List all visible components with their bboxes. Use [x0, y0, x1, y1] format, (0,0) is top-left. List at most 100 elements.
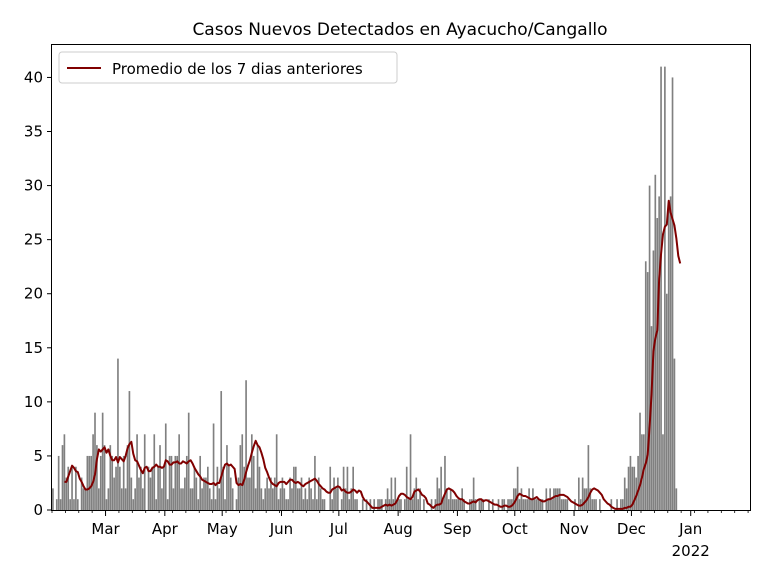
bar	[214, 499, 217, 510]
bar	[222, 466, 224, 510]
bar	[512, 488, 515, 510]
bar	[273, 477, 276, 510]
bar	[147, 466, 150, 510]
bar	[377, 499, 379, 510]
bar	[266, 477, 268, 510]
bar	[212, 423, 215, 510]
bar	[664, 66, 666, 510]
bar	[105, 499, 108, 510]
bar	[249, 477, 251, 510]
bar	[660, 66, 662, 510]
bar	[417, 499, 420, 510]
x-tick-label: Jan	[678, 520, 702, 538]
y-tick-label: 40	[24, 68, 43, 86]
y-tick-label: 30	[24, 177, 43, 195]
bar	[155, 499, 158, 510]
bar	[346, 466, 349, 510]
bar	[403, 499, 406, 510]
bar	[270, 477, 272, 510]
bar	[652, 250, 655, 510]
bar	[539, 499, 542, 510]
bar	[111, 455, 114, 510]
bar	[63, 434, 66, 510]
bar	[419, 488, 421, 510]
bar	[365, 499, 368, 510]
bar	[503, 499, 506, 510]
bar	[176, 455, 179, 510]
bar	[247, 477, 249, 510]
bar	[555, 488, 557, 510]
bar	[665, 293, 668, 510]
bar	[447, 499, 450, 510]
bar	[449, 488, 452, 510]
bar	[237, 477, 240, 510]
bar	[260, 488, 263, 510]
bar	[350, 488, 353, 510]
bar	[151, 466, 154, 510]
bar	[648, 185, 651, 510]
bar	[254, 488, 257, 510]
bar	[310, 488, 312, 510]
bar	[304, 488, 307, 510]
x-tick-label: Oct	[502, 520, 528, 538]
bar	[218, 488, 221, 510]
x-tick-label: Aug	[383, 520, 412, 538]
bar	[599, 499, 601, 510]
bar	[587, 445, 590, 510]
bar	[463, 499, 465, 510]
bar	[340, 499, 343, 510]
bar	[524, 499, 527, 510]
bar	[333, 477, 335, 510]
bar	[637, 455, 639, 510]
bar	[593, 499, 595, 510]
bar	[140, 466, 142, 510]
bar	[616, 499, 618, 510]
bar	[122, 455, 125, 510]
bar	[442, 499, 444, 510]
bar	[480, 499, 483, 510]
bar	[468, 499, 471, 510]
bar	[537, 499, 540, 510]
bar	[436, 477, 439, 510]
bar	[650, 326, 653, 510]
bar	[400, 499, 402, 510]
bar	[275, 434, 278, 510]
bar	[99, 455, 102, 510]
bar	[323, 499, 326, 510]
bar	[197, 499, 200, 510]
bar	[321, 499, 324, 510]
bar	[413, 488, 416, 510]
bar	[159, 445, 161, 510]
bar	[189, 488, 192, 510]
bar	[180, 488, 182, 510]
bar	[272, 488, 274, 510]
bar	[522, 499, 525, 510]
bar	[166, 499, 169, 510]
bar	[69, 499, 71, 510]
bar	[671, 77, 674, 510]
bar	[281, 477, 284, 510]
bar	[516, 466, 519, 510]
bar	[245, 380, 247, 510]
bar	[595, 499, 597, 510]
bar	[581, 477, 584, 510]
bar	[335, 488, 337, 510]
bar	[631, 466, 634, 510]
bar	[76, 499, 79, 510]
bar	[459, 499, 462, 510]
y-tick-label: 15	[24, 339, 43, 357]
bar	[381, 499, 383, 510]
bar	[379, 499, 381, 510]
bar	[149, 477, 152, 510]
bar	[250, 434, 253, 510]
bar	[444, 455, 446, 510]
bar	[252, 455, 255, 510]
bar	[86, 455, 89, 510]
bar	[174, 455, 177, 510]
bar	[319, 488, 322, 510]
bar	[656, 218, 659, 510]
bar	[457, 499, 460, 510]
bar	[518, 499, 521, 510]
bar	[172, 488, 175, 510]
